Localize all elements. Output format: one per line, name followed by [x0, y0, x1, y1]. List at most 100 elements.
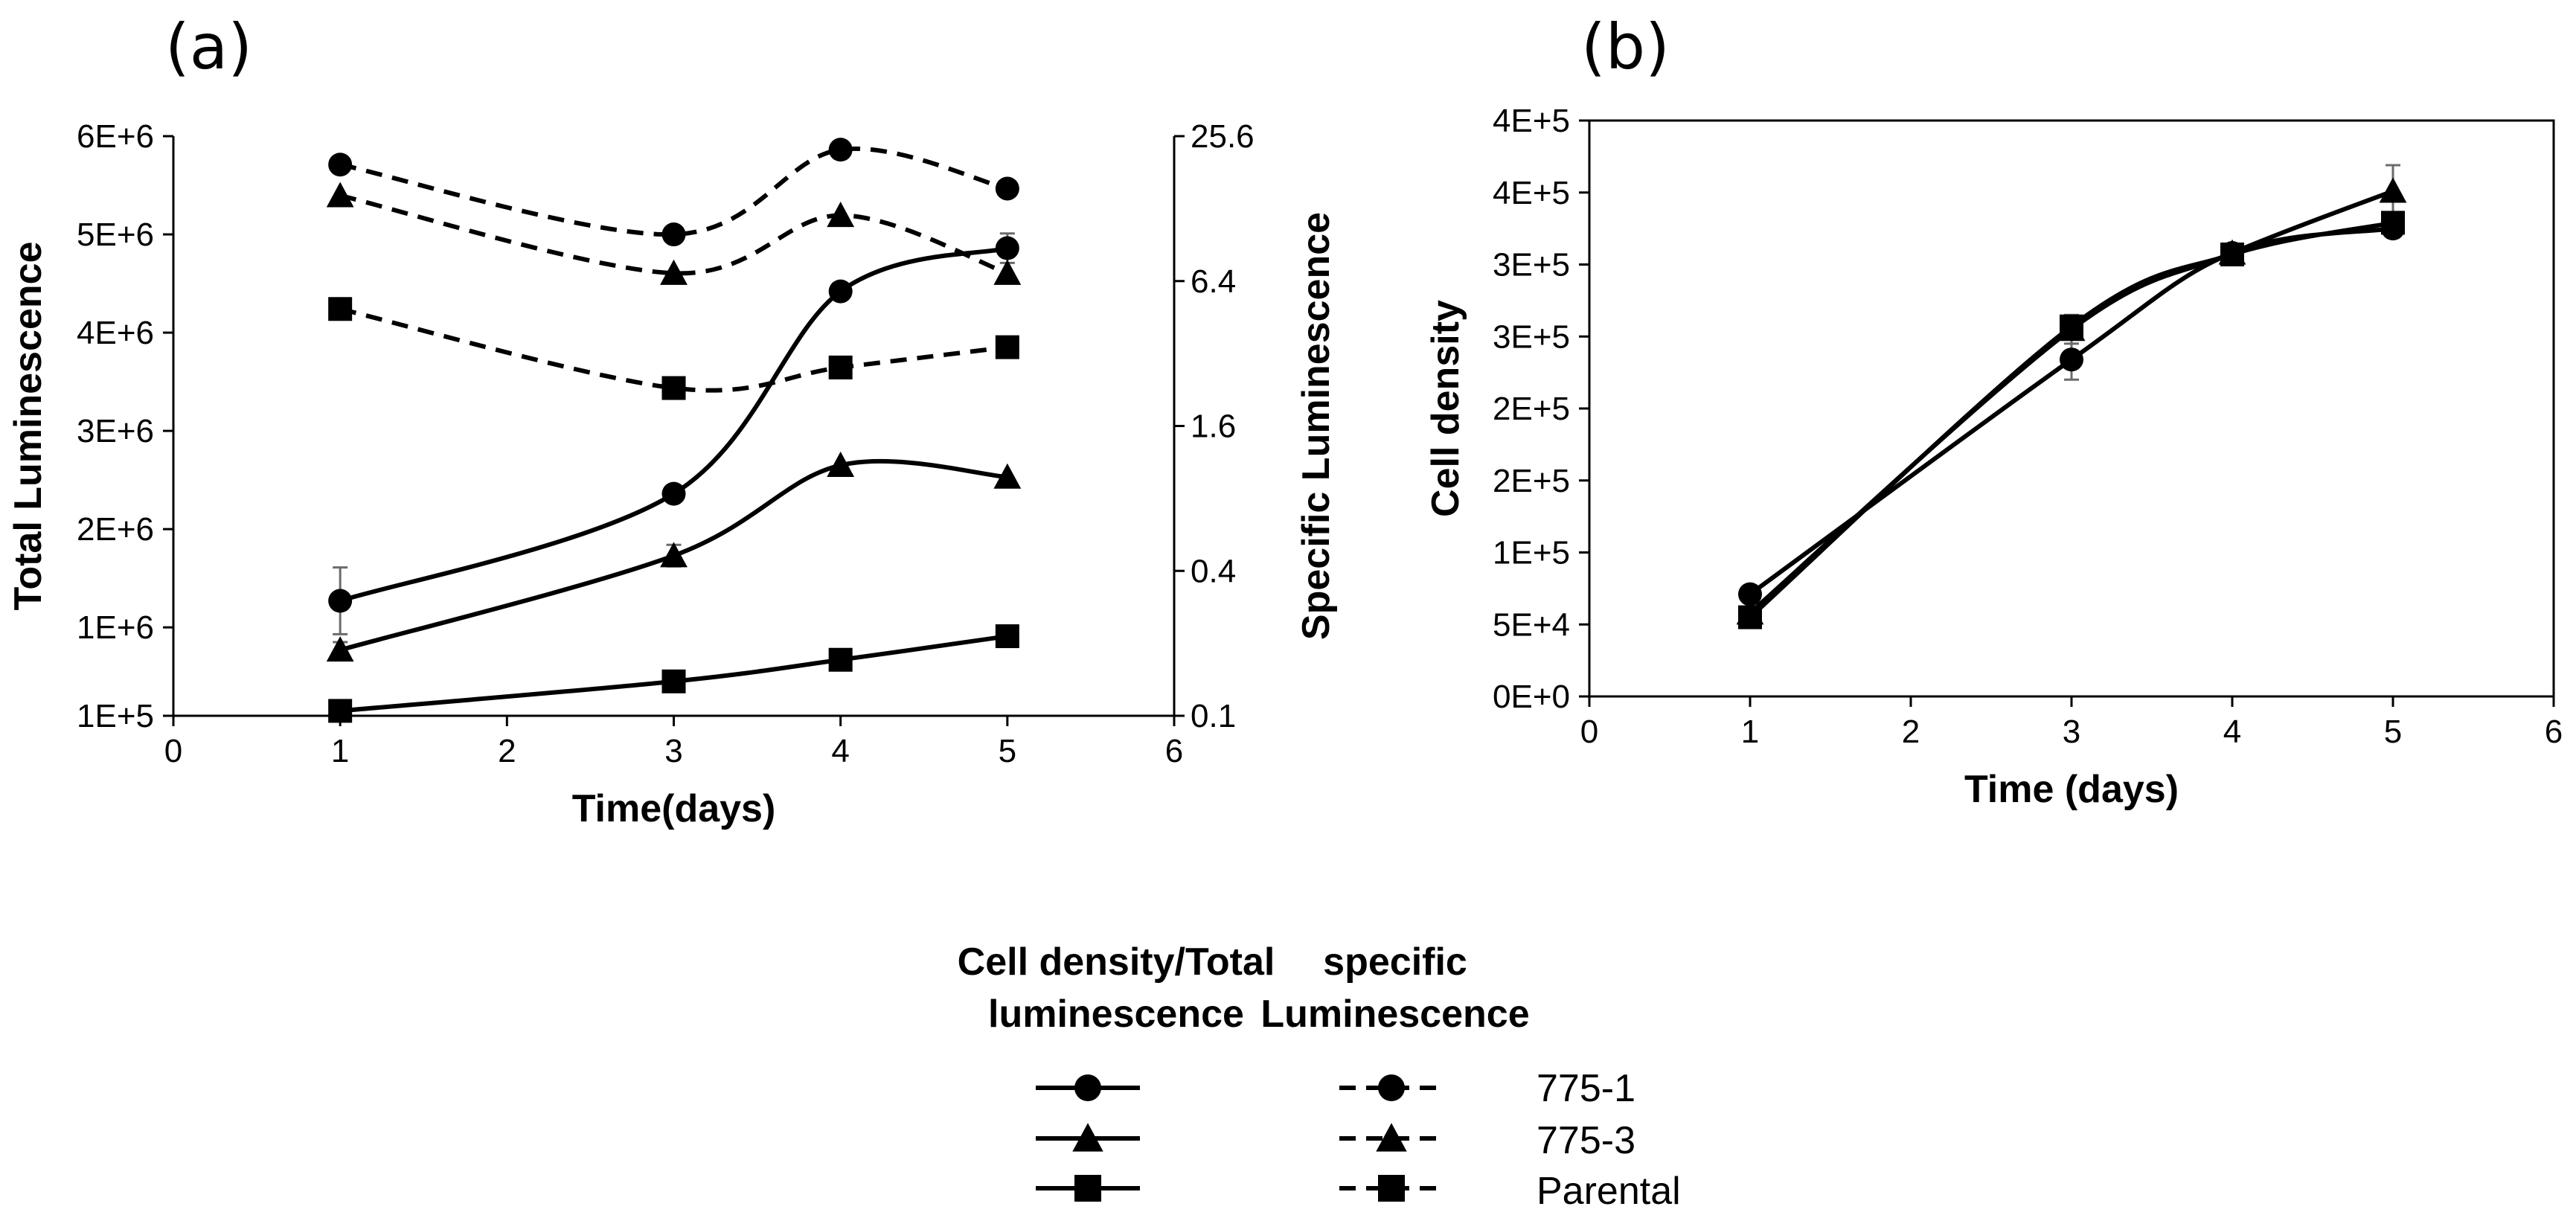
x-tick-label-a-5: 5	[999, 733, 1016, 769]
chart-b: 0 1 2 3 4 5 6 0E+0 5E+4 1E+5 2E+5 2E+5 3E+5 3E+5 4E+5 4…	[1424, 103, 2563, 811]
point-parental-b-1	[2060, 314, 2083, 339]
x-tick-label-a-2: 2	[498, 733, 516, 769]
legend-header-total-2: luminescence	[988, 993, 1244, 1036]
y-axis-title-a: Total Luminescence	[7, 241, 50, 610]
y-tick-label-a-4: 4E+6	[77, 315, 154, 351]
point-parental-total-luminescence-a-3	[995, 624, 1019, 649]
point-775-3-specific-luminescence-a-0	[326, 182, 354, 208]
panel-a-label: (a)	[165, 10, 252, 83]
y-tick-label-b-0: 0E+0	[1493, 679, 1570, 715]
x-tick-label-a-6: 6	[1165, 733, 1183, 769]
point-parental-specific-luminescence-a-0	[328, 297, 353, 321]
point-775-1-b-0	[1738, 582, 1762, 606]
y2-tick-label-a-2: 1.6	[1191, 408, 1236, 445]
point-775-3-specific-luminescence-a-2	[827, 202, 855, 228]
legend-marker-total-parental	[1074, 1175, 1101, 1202]
series-line-775-1-total-luminescence-a	[339, 246, 1008, 603]
y2-tick-label-a-0: 0.1	[1191, 698, 1236, 734]
x-tick-label-a-3: 3	[664, 733, 682, 769]
y-tick-label-a-3: 3E+6	[77, 413, 154, 449]
series-line-775-1-specific-luminescence-a	[339, 146, 1008, 237]
legend-header-specific-2: Luminescence	[1260, 993, 1529, 1036]
y-tick-label-b-3: 2E+5	[1493, 463, 1570, 499]
x-axis-title-a: Time(days)	[572, 787, 776, 830]
x-tick-label-b-2: 2	[1902, 714, 1920, 750]
point-775-3-b-3	[2379, 177, 2407, 203]
point-775-1-b-1	[2060, 347, 2083, 372]
point-775-1-specific-luminescence-a-3	[995, 176, 1019, 201]
point-parental-b-0	[1738, 605, 1762, 629]
panel-b-label: (b)	[1581, 10, 1670, 83]
y-tick-label-b-1: 5E+4	[1493, 606, 1570, 643]
y-tick-label-a-0: 1E+5	[77, 698, 154, 734]
chart-a: 0 1 2 3 4 5 6 1E+5 1E+6 2E+6 3E+6 4E+6 5E+6 6E+6 0.1 0.…	[7, 118, 1338, 830]
point-775-1-total-luminescence-a-1	[661, 481, 686, 506]
point-parental-b-3	[2381, 211, 2405, 235]
legend-marks	[1036, 1074, 1444, 1202]
point-parental-b-2	[2220, 242, 2244, 266]
point-775-3-total-luminescence-a-0	[326, 636, 354, 662]
point-parental-total-luminescence-a-1	[661, 669, 686, 693]
point-775-1-total-luminescence-a-0	[328, 589, 353, 613]
series-line-775-3-specific-luminescence-a	[339, 193, 1008, 276]
point-parental-total-luminescence-a-2	[828, 647, 853, 672]
y-tick-label-b-2: 1E+5	[1493, 535, 1570, 571]
legend-label-775-3: 775-3	[1537, 1119, 1635, 1162]
point-775-3-total-luminescence-a-1	[660, 542, 688, 568]
series-line-parental-specific-luminescence-a	[339, 307, 1008, 393]
y-tick-label-a-2: 2E+6	[77, 511, 154, 548]
legend-marker-total-775-1	[1074, 1074, 1101, 1101]
x-tick-label-b-5: 5	[2384, 714, 2402, 750]
point-parental-specific-luminescence-a-3	[995, 335, 1019, 359]
y-tick-label-b-6: 3E+5	[1493, 247, 1570, 283]
legend-marker-specific-775-3	[1376, 1123, 1407, 1152]
x-tick-label-b-6: 6	[2545, 714, 2563, 750]
point-775-3-total-luminescence-a-3	[993, 463, 1022, 489]
legend-label-775-1: 775-1	[1537, 1067, 1635, 1110]
y2-tick-label-a-1: 0.4	[1191, 553, 1236, 589]
y2-tick-label-a-4: 25.6	[1191, 118, 1255, 155]
legend: Cell density/Total luminescence specific…	[958, 940, 1681, 1213]
point-parental-specific-luminescence-a-2	[828, 355, 853, 379]
legend-marker-total-775-3	[1072, 1123, 1103, 1152]
y-tick-label-b-5: 3E+5	[1493, 318, 1570, 355]
x-tick-label-a-1: 1	[331, 733, 349, 769]
point-775-1-specific-luminescence-a-0	[328, 153, 353, 177]
point-775-3-specific-luminescence-a-3	[993, 259, 1022, 285]
series-line-parental-total-luminescence-a	[339, 634, 1008, 714]
y-tick-label-b-4: 2E+5	[1493, 391, 1570, 427]
legend-header-specific-1: specific	[1323, 940, 1467, 984]
y-axis-title-b: Cell density	[1424, 300, 1467, 517]
x-tick-label-b-0: 0	[1580, 714, 1598, 750]
y-tick-label-b-7: 4E+5	[1493, 175, 1570, 211]
legend-marker-specific-775-1	[1378, 1074, 1405, 1101]
legend-marker-specific-parental	[1378, 1175, 1405, 1202]
y-tick-label-a-6: 6E+6	[77, 118, 154, 155]
x-tick-label-b-4: 4	[2223, 714, 2241, 750]
point-parental-total-luminescence-a-0	[328, 699, 353, 723]
point-775-3-total-luminescence-a-2	[827, 451, 855, 477]
point-775-1-total-luminescence-a-2	[828, 279, 853, 304]
series-line-775-3-total-luminescence-a	[339, 458, 1008, 653]
point-775-1-specific-luminescence-a-2	[828, 138, 853, 162]
x-tick-label-a-0: 0	[164, 733, 182, 769]
series-line-775-3-b	[1749, 189, 2394, 615]
y-tick-label-a-1: 1E+6	[77, 609, 154, 646]
y2-tick-label-a-3: 6.4	[1191, 263, 1236, 300]
x-tick-label-b-1: 1	[1741, 714, 1759, 750]
series-line-parental-b	[1748, 220, 2394, 619]
y-tick-label-b-8: 4E+5	[1493, 103, 1570, 139]
point-775-3-specific-luminescence-a-1	[660, 259, 688, 285]
x-axis-title-b: Time (days)	[1964, 768, 2179, 811]
legend-header-total-1: Cell density/Total	[958, 940, 1275, 984]
x-tick-label-b-3: 3	[2063, 714, 2080, 750]
plot-frame-b	[1588, 119, 2555, 698]
x-tick-label-a-4: 4	[831, 733, 849, 769]
y-tick-label-a-5: 5E+6	[77, 217, 154, 253]
legend-label-parental: Parental	[1537, 1170, 1681, 1213]
point-775-1-specific-luminescence-a-1	[661, 222, 686, 247]
series-line-775-1-b	[1749, 226, 2394, 597]
y2-axis-title-a: Specific Luminescence	[1295, 212, 1338, 640]
point-775-1-total-luminescence-a-3	[995, 236, 1019, 260]
